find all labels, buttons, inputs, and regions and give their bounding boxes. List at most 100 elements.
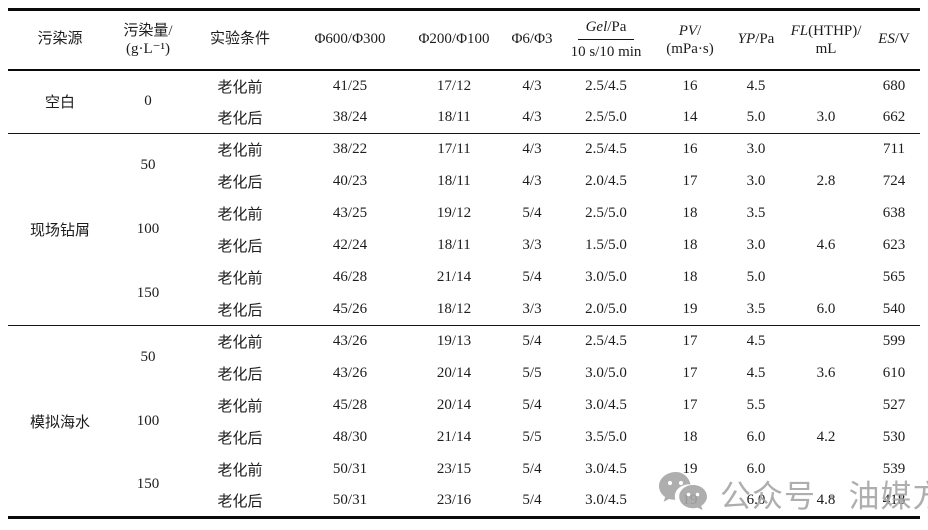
cell-fl: 4.2 <box>816 429 836 445</box>
cell-pv: 17 <box>682 365 698 381</box>
cell-gel: 2.5/4.5 <box>585 141 627 158</box>
cell-yp: 3.0 <box>746 173 766 189</box>
data-table: 污染源 污染量/ (g·L⁻¹) 实验条件 Φ600/Φ300 Φ200/Φ10… <box>8 8 920 519</box>
cell-phi600-300: 48/30 <box>332 429 368 445</box>
cell-phi600-300: 38/22 <box>332 141 368 158</box>
cell-gel: 2.5/5.0 <box>560 101 652 134</box>
cell-yp: 3.0 <box>746 237 766 253</box>
cell-fl <box>784 326 868 358</box>
cell-condition: 老化后 <box>217 239 263 255</box>
col-header-amount: 污染量/ (g·L⁻¹) <box>112 9 184 71</box>
cell-pv: 17 <box>682 333 698 350</box>
col-header-phi200-100: Φ200/Φ100 <box>404 9 504 71</box>
table-row: 老化后 42/24 18/11 3/3 1.5/5.0 18 3.0 4.6 623 <box>8 230 920 262</box>
cell-pv: 19 <box>652 293 728 326</box>
cell-gel: 3.0/4.5 <box>560 485 652 518</box>
cell-phi200-100: 19/12 <box>436 205 472 221</box>
cell-pv: 14 <box>652 101 728 134</box>
cell-fl: 3.6 <box>816 365 836 381</box>
cell-pv: 18 <box>682 205 698 221</box>
cell-yp: 6.0 <box>728 485 784 518</box>
cell-phi200-100: 23/16 <box>404 485 504 518</box>
col-header-yp: YP/Pa <box>728 9 784 71</box>
pv-header-line1: PV/ <box>678 22 702 39</box>
cell-phi6-3: 5/4 <box>522 461 542 477</box>
cell-phi6-3: 5/4 <box>522 397 542 413</box>
cell-gel: 3.0/4.5 <box>585 397 627 413</box>
cell-fl: 2.8 <box>816 173 836 189</box>
table-header-row: 污染源 污染量/ (g·L⁻¹) 实验条件 Φ600/Φ300 Φ200/Φ10… <box>8 9 920 71</box>
cell-es: 418 <box>868 485 920 518</box>
cell-condition: 老化后 <box>217 367 263 383</box>
cell-phi600-300: 45/26 <box>296 293 404 326</box>
cell-amount: 150 <box>112 453 184 518</box>
cell-yp: 5.5 <box>746 397 766 413</box>
cell-phi200-100: 23/15 <box>436 461 472 477</box>
cell-phi600-300: 45/28 <box>332 397 368 413</box>
cell-yp: 6.0 <box>746 429 766 445</box>
cell-amount: 0 <box>112 69 184 134</box>
cell-yp: 4.5 <box>746 365 766 381</box>
cell-phi200-100: 17/12 <box>436 77 472 94</box>
cell-phi200-100: 21/14 <box>436 269 472 285</box>
table-row: 100 老化前 45/28 20/14 5/4 3.0/4.5 17 5.5 527 <box>8 390 920 429</box>
cell-condition: 老化前 <box>217 463 263 479</box>
cell-phi200-100: 18/11 <box>404 101 504 134</box>
cell-yp: 3.0 <box>746 141 766 158</box>
cell-source: 空白 <box>8 69 112 134</box>
cell-phi600-300: 43/26 <box>332 333 368 350</box>
col-header-amount-line1: 污染量/ <box>123 22 173 39</box>
cell-phi200-100: 19/13 <box>436 333 472 350</box>
cell-es: 527 <box>882 397 906 413</box>
cell-pv: 17 <box>682 173 698 189</box>
cell-yp: 5.0 <box>746 269 766 285</box>
cell-amount: 150 <box>112 261 184 326</box>
cell-gel: 2.5/4.5 <box>585 77 627 94</box>
cell-fl <box>784 70 868 102</box>
cell-phi600-300: 46/28 <box>332 269 368 285</box>
cell-phi200-100: 21/14 <box>436 429 472 445</box>
cell-phi600-300: 41/25 <box>332 77 368 94</box>
col-header-gel: Gel/Pa 10 s/10 min <box>560 9 652 71</box>
cell-source: 模拟海水 <box>8 325 112 518</box>
cell-condition: 老化后 <box>217 431 263 447</box>
cell-phi600-300: 43/25 <box>332 205 368 221</box>
cell-yp: 3.5 <box>728 293 784 326</box>
col-header-phi600-300: Φ600/Φ300 <box>296 9 404 71</box>
cell-fl <box>784 390 868 422</box>
table-row: 老化后 40/23 18/11 4/3 2.0/4.5 17 3.0 2.8 724 <box>8 166 920 198</box>
cell-es: 638 <box>882 205 906 221</box>
table-row: 150 老化前 50/31 23/15 5/4 3.0/4.5 19 6.0 539 <box>8 453 920 518</box>
col-header-source: 污染源 <box>8 9 112 71</box>
cell-condition: 老化前 <box>217 399 263 415</box>
cell-es: 540 <box>868 293 920 326</box>
cell-yp: 3.5 <box>746 205 766 221</box>
cell-gel: 3.0/4.5 <box>585 461 627 477</box>
table-row: 老化后 45/26 18/12 3/3 2.0/5.0 19 3.5 6.0 540 <box>8 293 920 326</box>
cell-fl <box>784 262 868 294</box>
document-page: 污染源 污染量/ (g·L⁻¹) 实验条件 Φ600/Φ300 Φ200/Φ10… <box>0 8 928 530</box>
cell-gel: 2.0/5.0 <box>560 293 652 326</box>
cell-gel: 1.5/5.0 <box>585 237 627 253</box>
table-row: 老化后 38/24 18/11 4/3 2.5/5.0 14 5.0 3.0 662 <box>8 101 920 134</box>
cell-phi600-300: 38/24 <box>296 101 404 134</box>
cell-es: 724 <box>882 173 906 189</box>
cell-phi6-3: 5/4 <box>504 485 560 518</box>
cell-phi6-3: 5/4 <box>522 333 542 350</box>
col-header-pv: PV/ (mPa·s) <box>652 9 728 71</box>
cell-yp: 4.5 <box>746 77 766 94</box>
col-header-condition: 实验条件 <box>184 9 296 71</box>
cell-gel: 3.0/5.0 <box>585 365 627 381</box>
cell-phi600-300: 43/26 <box>332 365 368 381</box>
cell-fl: 3.0 <box>784 101 868 134</box>
cell-yp: 6.0 <box>746 461 766 477</box>
cell-condition: 老化前 <box>217 143 263 160</box>
cell-condition: 老化后 <box>184 101 296 134</box>
cell-phi200-100: 20/14 <box>436 365 472 381</box>
cell-phi200-100: 20/14 <box>436 397 472 413</box>
cell-es: 565 <box>882 269 906 285</box>
cell-pv: 17 <box>682 397 698 413</box>
cell-fl <box>784 454 868 486</box>
cell-fl <box>784 198 868 230</box>
cell-pv: 18 <box>682 237 698 253</box>
